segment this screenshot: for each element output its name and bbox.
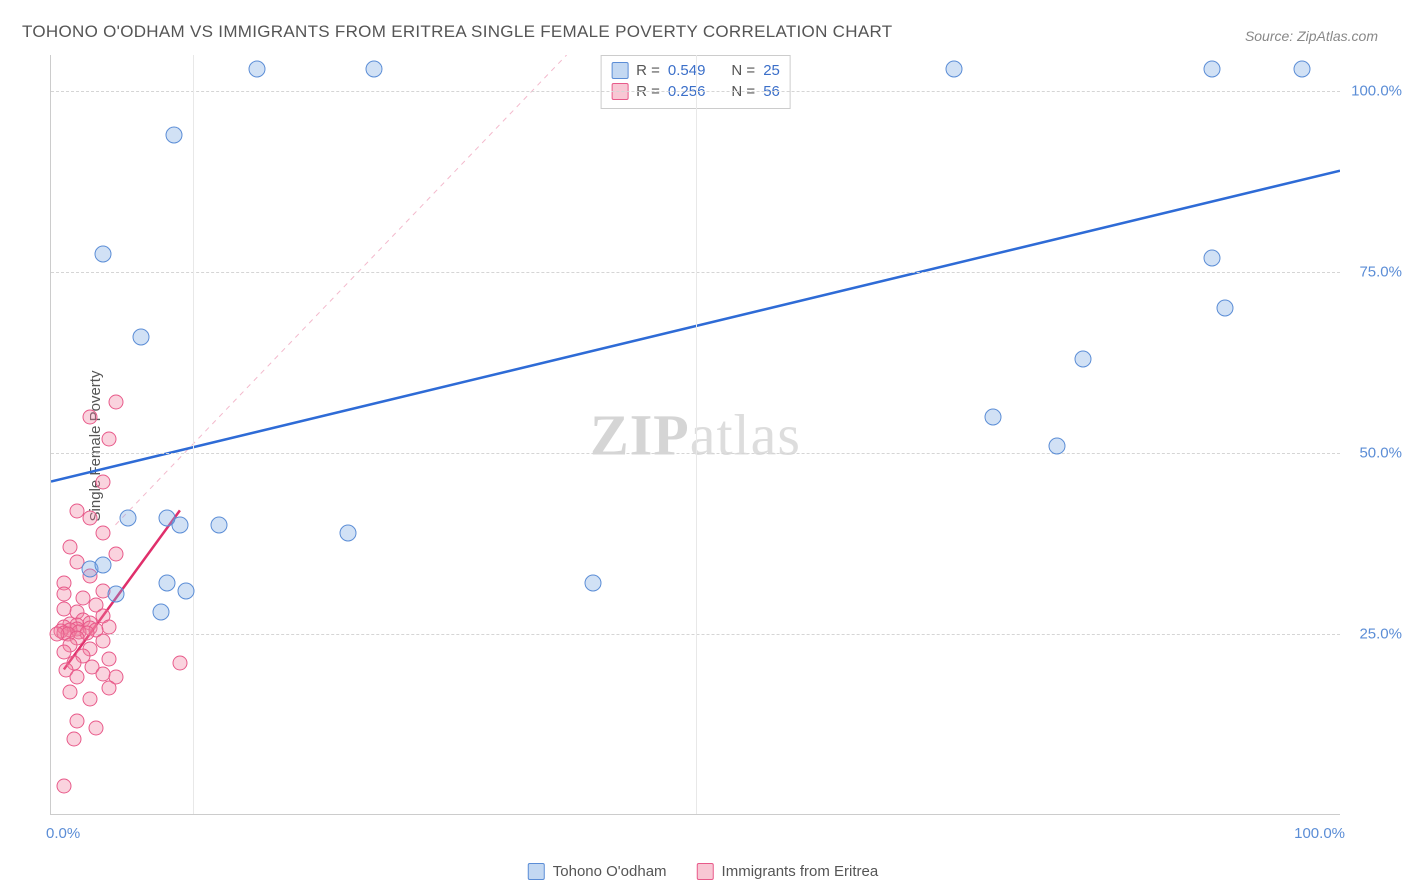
r-value-1: 0.549 [668, 62, 706, 79]
scatter-point-series2 [95, 525, 110, 540]
scatter-point-series2 [67, 732, 82, 747]
legend-label-1: Tohono O'odham [553, 863, 667, 880]
swatch-blue-icon [611, 62, 628, 79]
scatter-point-series1 [1216, 300, 1233, 317]
scatter-point-series2 [69, 670, 84, 685]
bottom-legend: Tohono O'odham Immigrants from Eritrea [528, 863, 878, 880]
scatter-point-series1 [249, 61, 266, 78]
legend-swatch-blue-icon [528, 863, 545, 880]
scatter-point-series1 [159, 510, 176, 527]
scatter-point-series1 [1049, 437, 1066, 454]
scatter-point-series2 [95, 475, 110, 490]
scatter-point-series2 [69, 713, 84, 728]
scatter-point-series2 [89, 721, 104, 736]
n-value-1: 25 [763, 62, 780, 79]
scatter-point-series2 [102, 652, 117, 667]
scatter-point-series2 [63, 684, 78, 699]
chart-container: TOHONO O'ODHAM VS IMMIGRANTS FROM ERITRE… [0, 0, 1406, 892]
legend-item-series1: Tohono O'odham [528, 863, 667, 880]
scatter-point-series1 [165, 126, 182, 143]
scatter-point-series2 [102, 431, 117, 446]
watermark-p1: ZIP [590, 402, 690, 467]
scatter-point-series2 [173, 656, 188, 671]
chart-title: TOHONO O'ODHAM VS IMMIGRANTS FROM ERITRE… [22, 22, 892, 42]
scatter-point-series1 [339, 524, 356, 541]
legend-item-series2: Immigrants from Eritrea [697, 863, 879, 880]
scatter-point-series2 [56, 601, 71, 616]
source-label: Source: ZipAtlas.com [1245, 28, 1378, 44]
gridline-vertical [193, 55, 194, 814]
scatter-point-series1 [159, 575, 176, 592]
legend-label-2: Immigrants from Eritrea [722, 863, 879, 880]
scatter-point-series2 [82, 409, 97, 424]
scatter-point-series1 [210, 517, 227, 534]
scatter-point-series1 [152, 604, 169, 621]
r-label-1: R = [636, 62, 660, 79]
scatter-point-series1 [1204, 249, 1221, 266]
scatter-point-series1 [984, 408, 1001, 425]
trendline [115, 55, 566, 525]
gridline-vertical [696, 55, 697, 814]
scatter-point-series1 [1204, 61, 1221, 78]
watermark-p2: atlas [690, 402, 801, 467]
scatter-point-series2 [50, 627, 65, 642]
scatter-point-series2 [56, 587, 71, 602]
scatter-point-series2 [102, 681, 117, 696]
y-tick-label: 25.0% [1359, 626, 1402, 643]
scatter-point-series1 [107, 586, 124, 603]
scatter-point-series2 [82, 511, 97, 526]
scatter-point-series2 [82, 692, 97, 707]
scatter-point-series1 [584, 575, 601, 592]
n-label-1: N = [731, 62, 755, 79]
scatter-point-series1 [94, 246, 111, 263]
scatter-point-series1 [1075, 351, 1092, 368]
scatter-point-series2 [95, 634, 110, 649]
scatter-point-series2 [108, 547, 123, 562]
y-tick-label: 50.0% [1359, 445, 1402, 462]
x-tick-label: 100.0% [1294, 825, 1345, 842]
y-tick-label: 100.0% [1351, 83, 1402, 100]
plot-area: ZIPatlas R = 0.549 N = 25 R = 0.256 N = … [50, 55, 1340, 815]
scatter-point-series2 [63, 540, 78, 555]
y-tick-label: 75.0% [1359, 264, 1402, 281]
scatter-point-series1 [120, 510, 137, 527]
scatter-point-series1 [133, 329, 150, 346]
scatter-point-series1 [365, 61, 382, 78]
scatter-point-series1 [1294, 61, 1311, 78]
scatter-point-series2 [108, 395, 123, 410]
legend-swatch-pink-icon [697, 863, 714, 880]
scatter-point-series2 [102, 619, 117, 634]
x-tick-label: 0.0% [46, 825, 80, 842]
scatter-point-series1 [94, 557, 111, 574]
scatter-point-series2 [56, 779, 71, 794]
scatter-point-series1 [178, 582, 195, 599]
scatter-point-series1 [946, 61, 963, 78]
